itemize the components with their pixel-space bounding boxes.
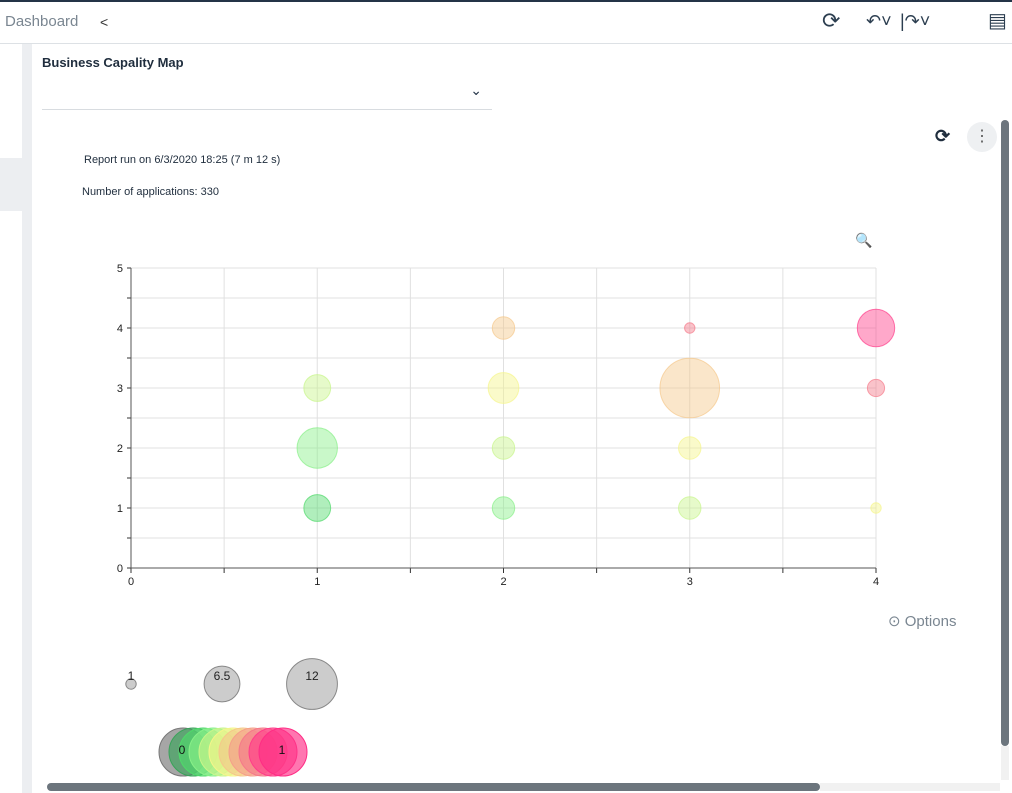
chevron-down-icon: ⌄ bbox=[470, 82, 482, 98]
color-legend-swatch bbox=[258, 727, 308, 777]
x-tick-label: 4 bbox=[873, 576, 879, 588]
left-panel-border bbox=[22, 44, 32, 793]
size-legend-label: 12 bbox=[305, 669, 319, 683]
color-legend-max-label: 1 bbox=[279, 743, 286, 757]
bubble bbox=[491, 316, 516, 340]
color-legend-min-label: 0 bbox=[179, 743, 186, 757]
y-tick-label: 3 bbox=[117, 383, 123, 395]
size-legend-bubble bbox=[286, 658, 338, 710]
bubble bbox=[303, 494, 332, 522]
bubble bbox=[856, 308, 896, 348]
y-tick-label: 1 bbox=[117, 503, 123, 515]
size-legend-label: 6.5 bbox=[214, 669, 231, 683]
bubble bbox=[678, 496, 702, 520]
bubble bbox=[684, 322, 696, 334]
zoom-icon[interactable]: 🔍 bbox=[855, 232, 873, 248]
report-search-icon[interactable]: ▤ bbox=[988, 10, 1007, 32]
horizontal-scrollbar[interactable] bbox=[47, 783, 820, 791]
bubble bbox=[678, 436, 702, 460]
redo-icon[interactable]: |↷˅ bbox=[900, 11, 931, 31]
bubble bbox=[487, 372, 520, 404]
bubble bbox=[296, 427, 338, 469]
x-tick-label: 3 bbox=[687, 576, 693, 588]
bubble bbox=[491, 436, 516, 460]
breadcrumb-dashboard[interactable]: Dashboard bbox=[5, 13, 79, 30]
refresh-icon[interactable]: ⟳ bbox=[822, 8, 841, 33]
y-tick-label: 0 bbox=[117, 563, 123, 575]
report-title: Business Capality Map bbox=[42, 55, 184, 70]
bubble bbox=[303, 374, 332, 402]
refresh-report-icon[interactable]: ⟳ bbox=[935, 126, 951, 146]
report-select[interactable]: ⌄ bbox=[42, 78, 492, 110]
report-run-info: Report run on 6/3/2020 18:25 (7 m 12 s) bbox=[84, 154, 281, 166]
options-icon: ⊙ bbox=[888, 613, 905, 630]
bubble bbox=[870, 502, 882, 514]
y-tick-label: 4 bbox=[117, 323, 123, 335]
bubble bbox=[659, 357, 721, 419]
top-bar: Dashboard < ⟳ ↶˅ |↷˅ ▤ bbox=[0, 0, 1012, 44]
size-legend-label: 1 bbox=[128, 669, 135, 683]
left-panel-tab[interactable] bbox=[0, 158, 22, 211]
more-options-icon[interactable]: ⋮ bbox=[967, 122, 997, 152]
y-tick-label: 2 bbox=[117, 443, 123, 455]
x-tick-label: 0 bbox=[128, 576, 134, 588]
vertical-scroll-track bbox=[1001, 746, 1009, 780]
share-icon[interactable]: < bbox=[100, 14, 109, 30]
size-legend-bubble bbox=[203, 665, 241, 703]
vertical-scrollbar[interactable] bbox=[1001, 120, 1009, 746]
x-tick-label: 2 bbox=[500, 576, 506, 588]
horizontal-scroll-track bbox=[820, 783, 1000, 791]
bubble bbox=[866, 378, 886, 398]
size-legend-bubble bbox=[125, 678, 137, 690]
options-button[interactable]: ⊙ Options bbox=[888, 612, 956, 630]
x-tick-label: 1 bbox=[314, 576, 320, 588]
undo-icon[interactable]: ↶˅ bbox=[866, 11, 892, 31]
bubble bbox=[491, 496, 516, 520]
y-tick-label: 5 bbox=[117, 263, 123, 275]
application-count: Number of applications: 330 bbox=[82, 186, 219, 198]
options-label: Options bbox=[904, 613, 957, 630]
